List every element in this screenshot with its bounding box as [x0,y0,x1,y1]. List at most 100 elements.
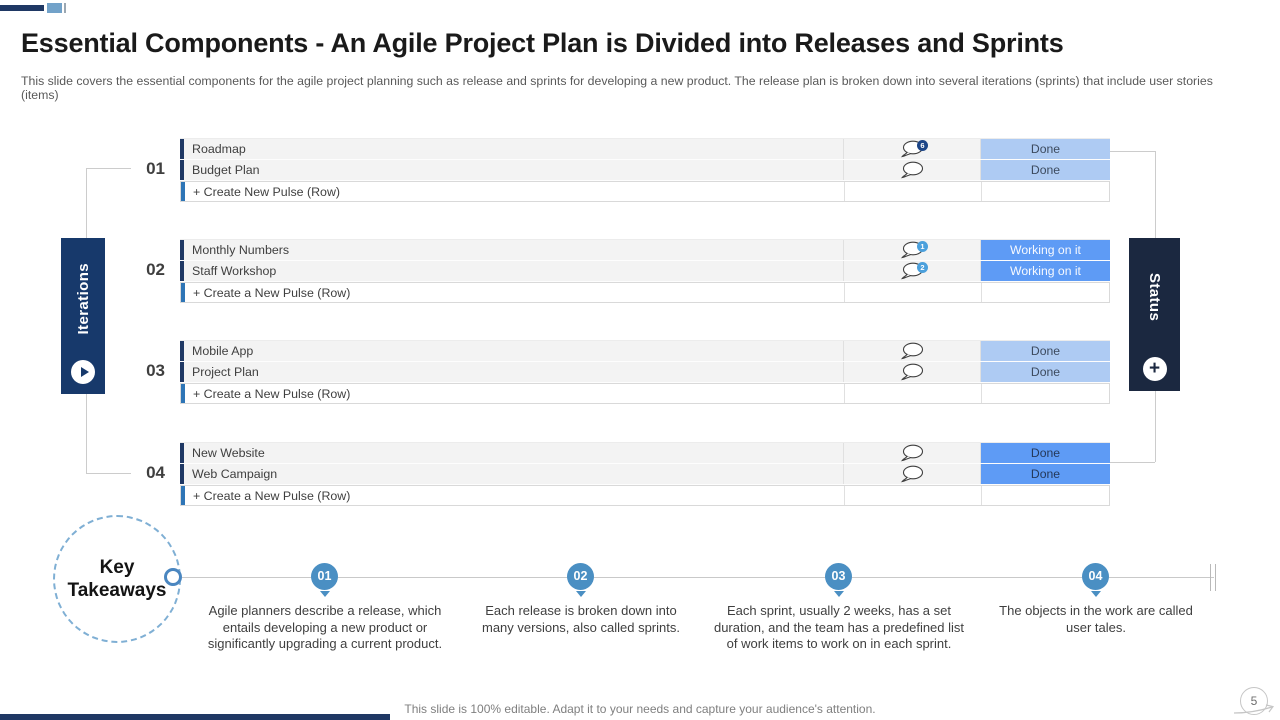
bottom-bar-navy-segment [0,714,390,720]
speech-bubble-icon [899,465,925,483]
comment-cell [843,464,980,484]
status-cell: Done [980,139,1110,159]
comment-cell: 6 [843,139,980,159]
comment-cell: 1 [843,240,980,260]
table-row: Mobile App Done [180,340,1110,362]
comment-cell [843,443,980,463]
create-pulse-row[interactable]: + Create a New Pulse (Row) [180,485,1110,506]
row-accent-bar [180,160,184,180]
pulse-group-03: Mobile App Done Project Plan Done [180,340,1110,404]
editable-note: This slide is 100% editable. Adapt it to… [404,702,876,716]
task-label: Roadmap [192,142,246,156]
speech-bubble-icon [899,342,925,360]
row-accent-bar [180,362,184,382]
connector-line-right-bottom [1110,462,1155,463]
pulse-group-02: Monthly Numbers 1 Working on it Staff Wo… [180,239,1110,303]
table-row: Budget Plan Done [180,160,1110,181]
comment-cell [843,341,980,361]
create-pulse-row[interactable]: + Create a New Pulse (Row) [180,383,1110,404]
connector-line-right-top [1110,151,1155,152]
takeaway-text-04: The objects in the work are called user … [999,603,1193,635]
speech-bubble-icon [899,161,925,179]
iterations-rail-label: Iterations [74,263,92,335]
create-pulse-label: + Create New Pulse (Row) [193,185,341,199]
pulse-group-01: Roadmap 6 Done Budget Plan Done [180,138,1110,202]
comment-cell [844,182,981,201]
status-rail: Status + [1129,238,1180,391]
row-accent-bar [181,384,185,403]
table-row: Roadmap 6 Done [180,138,1110,160]
plus-icon: + [1142,357,1167,381]
takeaway-marker-02: 02 [567,563,594,590]
top-bar-blue-segment [47,3,62,13]
create-pulse-label: + Create a New Pulse (Row) [193,489,351,503]
comment-cell [843,362,980,382]
task-label: New Website [192,446,265,460]
status-badge: Done [981,160,1110,180]
right-arrow-icon[interactable] [1233,701,1277,720]
create-pulse-row[interactable]: + Create New Pulse (Row) [180,181,1110,202]
table-row: Project Plan Done [180,362,1110,383]
status-cell: Working on it [980,240,1110,260]
page-number-badge: 5 [1240,687,1268,715]
status-cell [981,384,1109,403]
group-number-01: 01 [146,159,165,178]
group-number-04: 04 [146,463,165,482]
table-row: Monthly Numbers 1 Working on it [180,239,1110,261]
row-accent-bar [181,486,185,505]
row-accent-bar [180,464,184,484]
takeaway-text-03: Each sprint, usually 2 weeks, has a set … [713,603,965,651]
task-label: Project Plan [192,365,259,379]
comment-count-badge: 2 [917,262,928,273]
create-pulse-label: + Create a New Pulse (Row) [193,387,351,401]
speech-bubble-icon [899,444,925,462]
status-badge: Done [981,341,1110,361]
table-row: Staff Workshop 2 Working on it [180,261,1110,282]
status-badge: Working on it [981,240,1110,260]
timeline-end-tick [1215,564,1216,591]
comment-cell [844,384,981,403]
marker-pointer-triangle [834,591,844,597]
speech-bubble-icon: 1 [899,241,928,259]
iterations-rail: Iterations [61,238,105,394]
row-accent-bar [180,240,184,260]
group-number-03: 03 [146,361,165,380]
status-badge: Done [981,362,1110,382]
group-number-02: 02 [146,260,165,279]
status-cell [981,182,1109,201]
comment-count-badge: 1 [917,241,928,252]
row-accent-bar [181,182,185,201]
connector-line-left-top [87,168,131,169]
takeaway-marker-04: 04 [1082,563,1109,590]
key-takeaways-circle: Key Takeaways [53,515,181,643]
create-pulse-label: + Create a New Pulse (Row) [193,286,351,300]
status-badge: Done [981,443,1110,463]
row-accent-bar [180,139,184,159]
row-accent-bar [181,283,185,302]
play-icon [71,360,95,384]
status-cell [981,486,1109,505]
comment-cell [844,283,981,302]
row-accent-bar [180,341,184,361]
task-label: Mobile App [192,344,254,358]
status-cell: Done [980,464,1110,484]
status-cell: Done [980,443,1110,463]
top-bar-navy-segment [0,5,44,11]
status-badge: Working on it [981,261,1110,281]
top-bar-tick [64,3,66,13]
status-rail-label: Status [1146,273,1163,322]
marker-pointer-triangle [1091,591,1101,597]
connector-line-left-bottom [87,473,131,474]
task-label: Web Campaign [192,467,278,481]
create-pulse-row[interactable]: + Create a New Pulse (Row) [180,282,1110,303]
task-label: Staff Workshop [192,264,277,278]
page-subtitle: This slide covers the essential componen… [21,74,1213,102]
marker-pointer-triangle [576,591,586,597]
takeaway-text-02: Each release is broken down into many ve… [482,603,680,635]
status-cell [981,283,1109,302]
marker-pointer-triangle [320,591,330,597]
table-row: New Website Done [180,442,1110,464]
task-label: Budget Plan [192,163,260,177]
comment-count-badge: 6 [917,140,928,151]
